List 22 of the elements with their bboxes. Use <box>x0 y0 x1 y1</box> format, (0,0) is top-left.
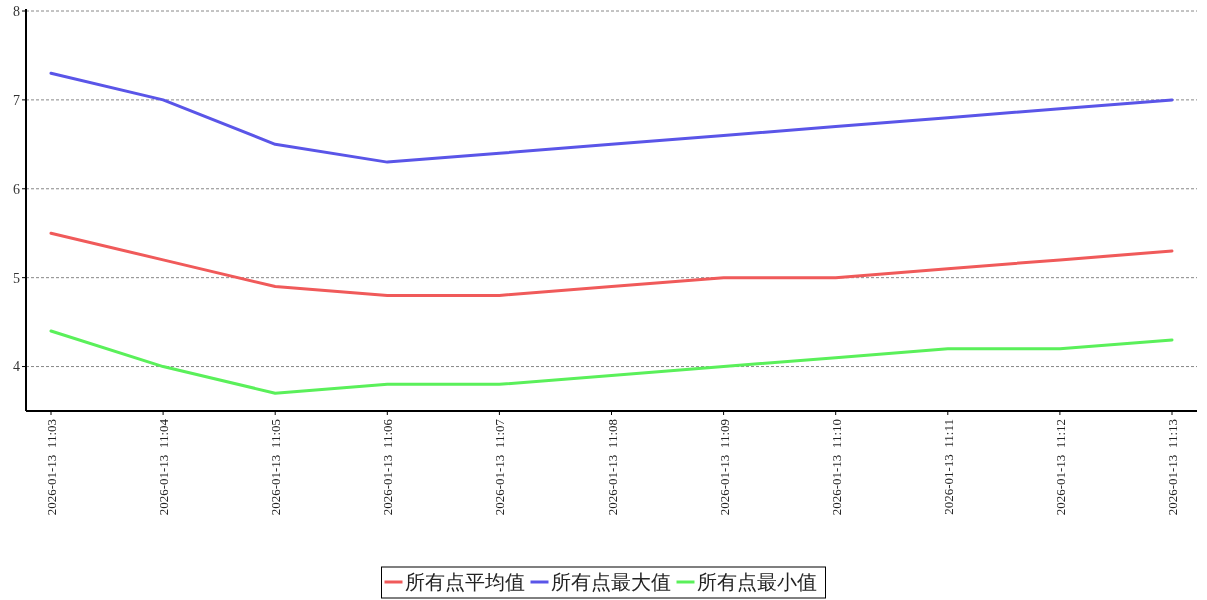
x-tick-label: 2026-01-13 11:03 <box>44 419 59 516</box>
x-tick-label: 2026-01-13 11:12 <box>1052 419 1068 516</box>
x-tick-label: 2026-01-13 11:04 <box>156 418 172 516</box>
legend-label: 所有点平均值 <box>404 571 525 593</box>
y-tick-label: 8 <box>13 3 20 19</box>
x-tick-label: 2026-01-13 11:09 <box>716 419 732 516</box>
x-tick-label: 2026-01-13 11:06 <box>380 418 396 516</box>
y-tick-label: 7 <box>13 92 20 108</box>
x-tick-label: 2026-01-13 11:13 <box>1165 419 1180 516</box>
y-tick-label: 6 <box>13 181 20 197</box>
line-series <box>49 329 1174 395</box>
x-tick-label: 2026-01-13 11:11 <box>940 419 956 515</box>
x-tick-label: 2026-01-13 11:05 <box>268 419 284 516</box>
x-tick-label: 2026-01-13 11:10 <box>828 419 844 516</box>
x-tick-label: 2026-01-13 11:08 <box>604 419 620 516</box>
line-series <box>49 231 1174 297</box>
x-tick-label: 2026-01-13 11:07 <box>492 418 508 516</box>
line-series <box>49 71 1174 164</box>
legend-label: 所有点最大值 <box>550 571 671 593</box>
y-tick-label: 4 <box>13 359 20 375</box>
y-tick-label: 5 <box>13 270 20 286</box>
legend-label: 所有点最小值 <box>696 571 817 593</box>
